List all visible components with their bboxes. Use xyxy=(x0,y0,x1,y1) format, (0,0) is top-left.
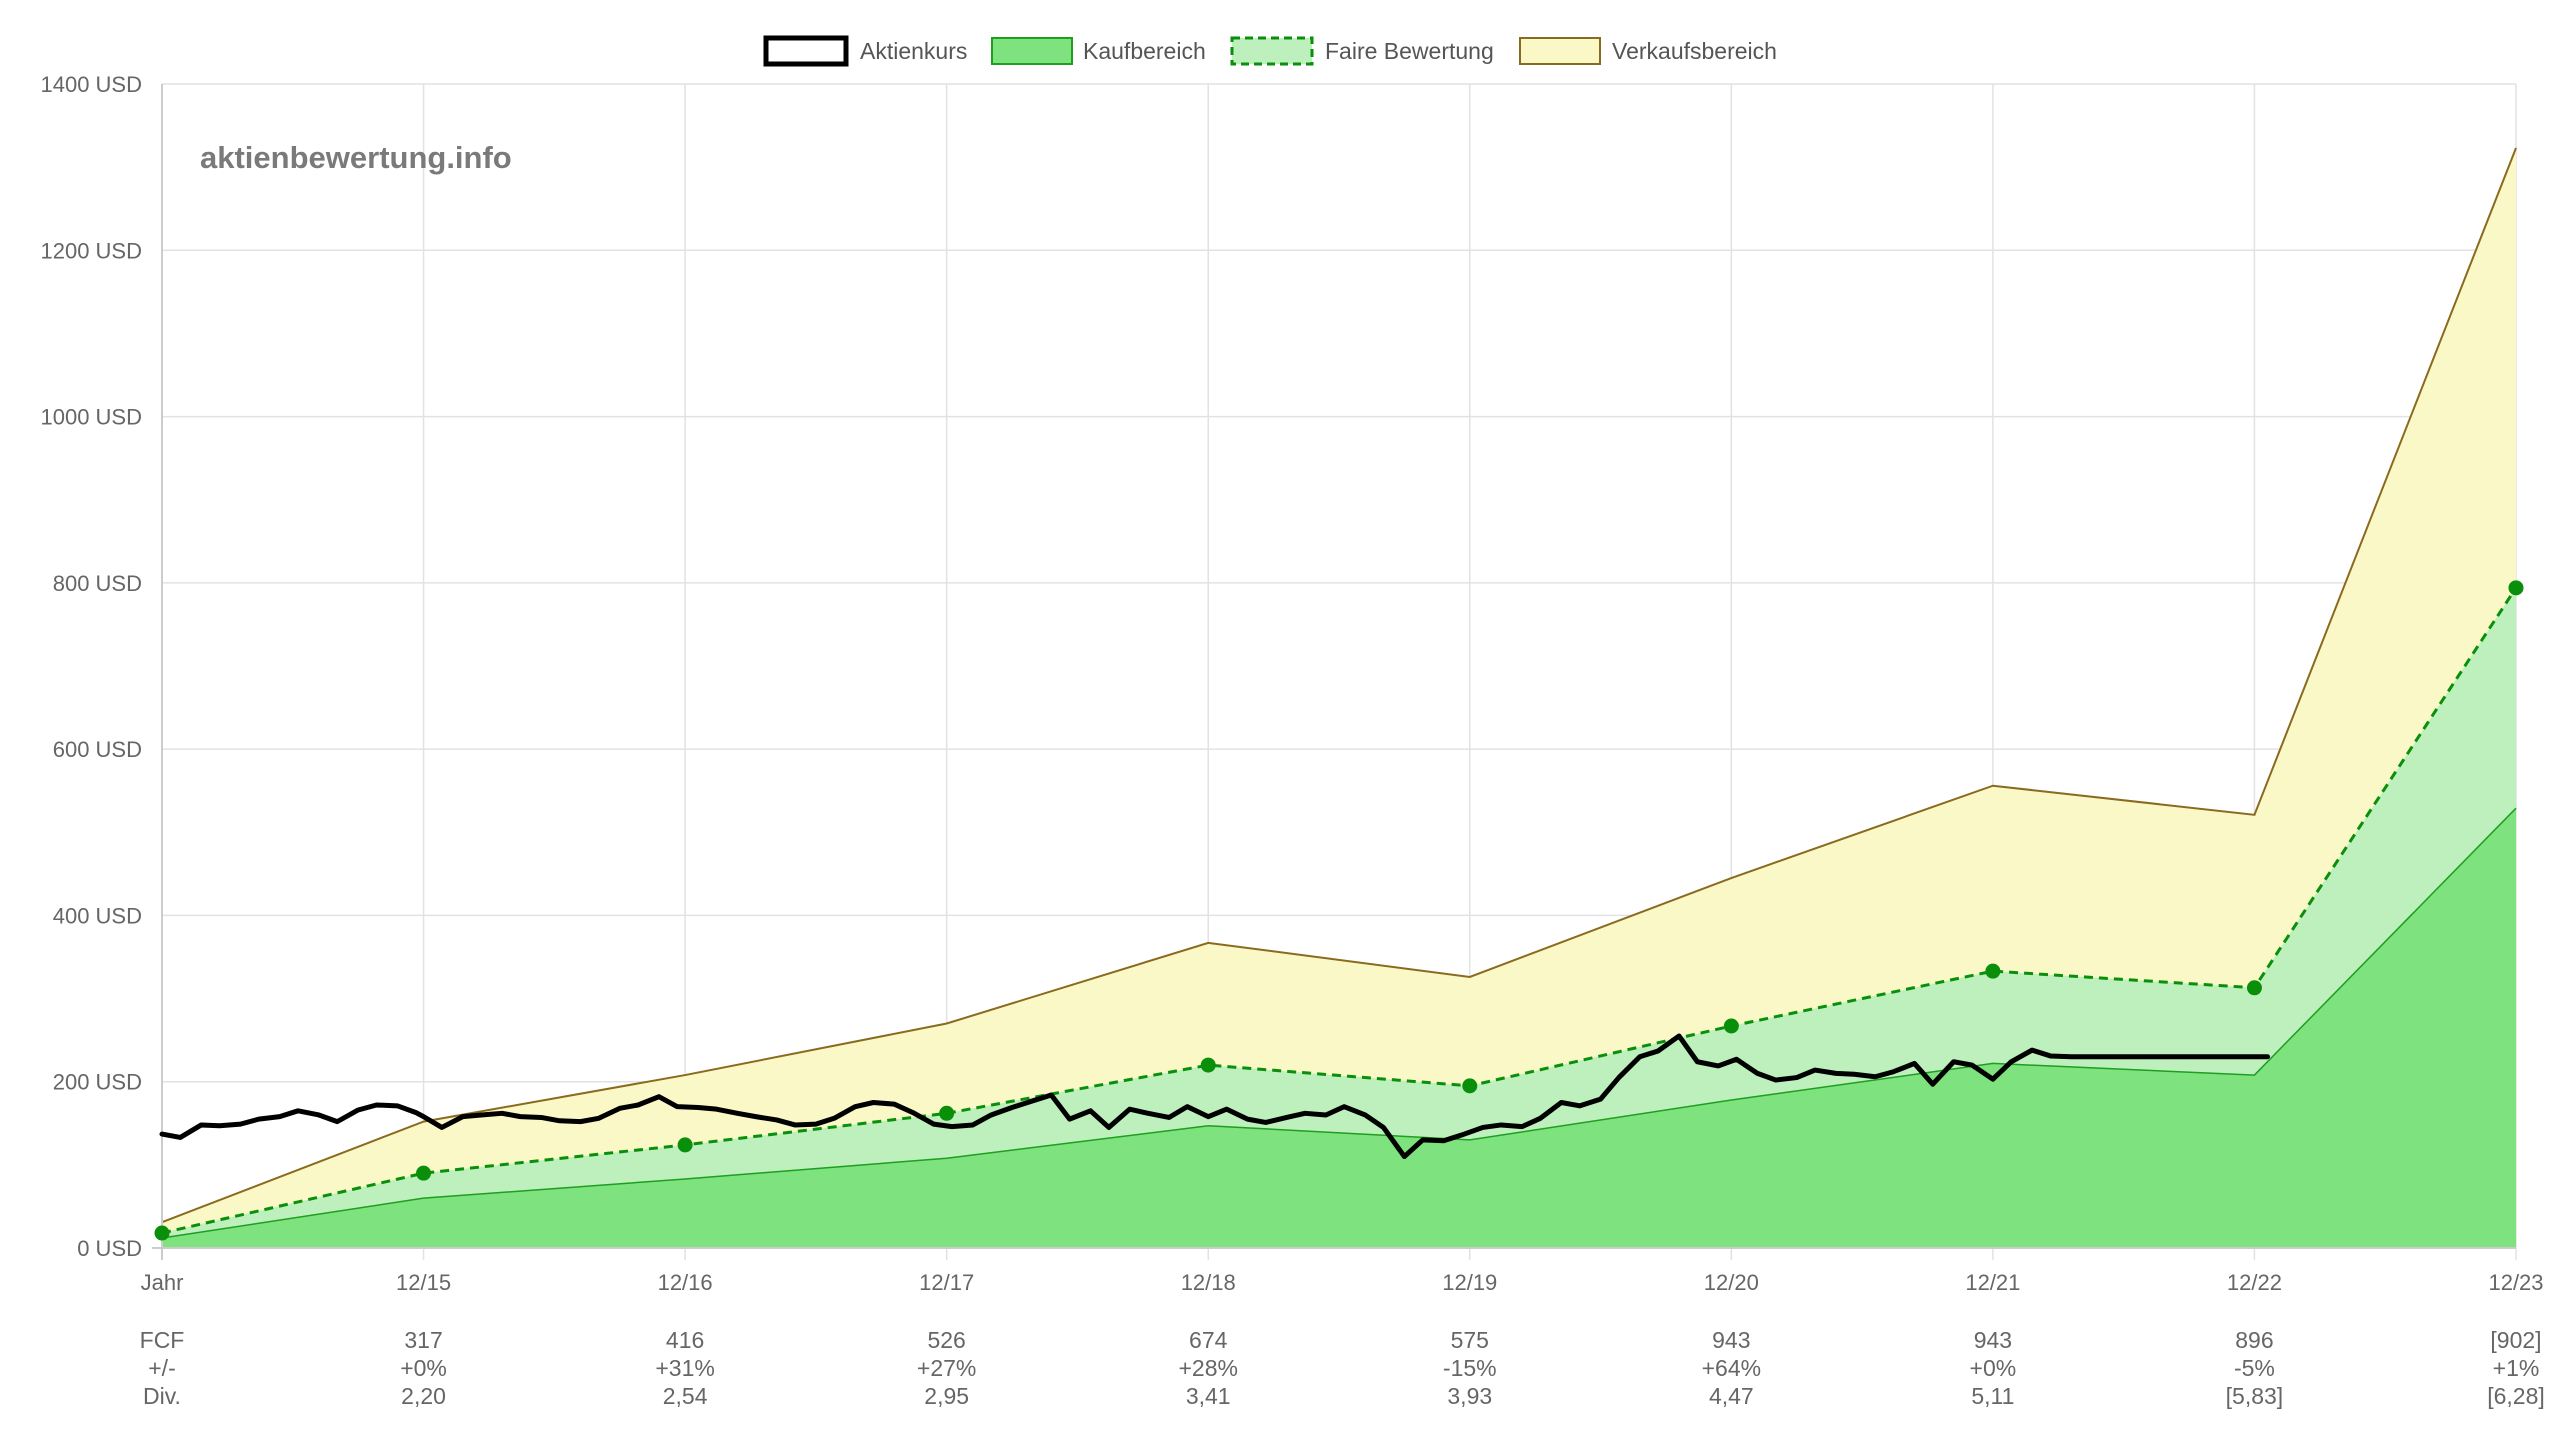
legend-label-price: Aktienkurs xyxy=(860,38,967,64)
table-cell: 943 xyxy=(1974,1327,2012,1353)
fair-value-point xyxy=(1200,1057,1216,1073)
table-cell: +64% xyxy=(1702,1355,1761,1381)
table-cell: 526 xyxy=(927,1327,965,1353)
x-tick-label: 12/17 xyxy=(919,1270,974,1295)
x-tick-label: 12/23 xyxy=(2488,1270,2543,1295)
y-tick-label: 1000 USD xyxy=(40,405,142,430)
table-cell: 317 xyxy=(404,1327,442,1353)
table-cell: 896 xyxy=(2235,1327,2273,1353)
fair-value-point xyxy=(2508,580,2524,596)
x-tick-label: 12/16 xyxy=(658,1270,713,1295)
y-tick-label: 600 USD xyxy=(53,737,142,762)
x-tick-label: 12/20 xyxy=(1704,1270,1759,1295)
fair-value-point xyxy=(154,1225,170,1241)
fair-value-point xyxy=(1723,1018,1739,1034)
table-cell: +1% xyxy=(2493,1355,2540,1381)
buy-area xyxy=(162,808,2516,1248)
table-cell: 943 xyxy=(1712,1327,1750,1353)
fair-line xyxy=(161,587,2518,1235)
table-cell: 2,54 xyxy=(663,1383,708,1409)
table-cell: 416 xyxy=(666,1327,704,1353)
table-cell: 674 xyxy=(1189,1327,1228,1353)
fair-value-point xyxy=(2246,980,2262,996)
table-cell: [902] xyxy=(2490,1327,2541,1353)
legend-swatch-price xyxy=(763,35,849,67)
table-cell: -15% xyxy=(1443,1355,1497,1381)
table-cell: [6,28] xyxy=(2487,1383,2545,1409)
legend-label-sell: Verkaufsbereich xyxy=(1612,38,1777,64)
y-tick-label: 200 USD xyxy=(53,1070,142,1095)
table-cell: 575 xyxy=(1451,1327,1489,1353)
y-tick-label: 800 USD xyxy=(53,571,142,596)
watermark-text: aktienbewertung.info xyxy=(200,140,512,175)
table-cell: +0% xyxy=(1970,1355,2017,1381)
fair-value-point xyxy=(1462,1078,1478,1094)
y-tick-label: 1400 USD xyxy=(40,72,142,97)
y-tick-label: 1200 USD xyxy=(40,238,142,263)
table-cell: +28% xyxy=(1178,1355,1237,1381)
legend-swatch-buy xyxy=(991,37,1073,65)
table-cell: +31% xyxy=(655,1355,714,1381)
legend-swatch-sell xyxy=(1519,37,1601,65)
legend-label-fair: Faire Bewertung xyxy=(1325,38,1494,64)
table-row-label: FCF xyxy=(140,1327,185,1353)
table-cell: 2,20 xyxy=(401,1383,446,1409)
table-cell: 5,11 xyxy=(1971,1383,2014,1409)
fair-value-point xyxy=(677,1137,693,1153)
fair-value-point xyxy=(416,1165,432,1181)
table-cell: 3,93 xyxy=(1447,1383,1492,1409)
legend-swatch-fair xyxy=(1230,36,1314,66)
x-tick-label: Jahr xyxy=(141,1270,184,1295)
buy-line xyxy=(161,807,2517,1239)
x-tick-label: 12/18 xyxy=(1181,1270,1236,1295)
legend-label-buy: Kaufbereich xyxy=(1083,38,1206,64)
sell-area xyxy=(162,148,2516,1248)
table-cell: [5,83] xyxy=(2226,1383,2284,1409)
y-tick-label: 0 USD xyxy=(77,1236,142,1261)
table-cell: +27% xyxy=(917,1355,976,1381)
sell-line xyxy=(161,147,2517,1224)
fair-value-point xyxy=(1985,963,2001,979)
table-row-label: Div. xyxy=(143,1383,181,1409)
table-cell: 3,41 xyxy=(1186,1383,1231,1409)
table-cell: -5% xyxy=(2234,1355,2275,1381)
x-tick-label: 12/15 xyxy=(396,1270,451,1295)
x-tick-label: 12/22 xyxy=(2227,1270,2282,1295)
x-tick-label: 12/21 xyxy=(1965,1270,2020,1295)
y-tick-label: 400 USD xyxy=(53,903,142,928)
x-tick-label: 12/19 xyxy=(1442,1270,1497,1295)
price-line xyxy=(159,1033,2271,1160)
fair-value-point xyxy=(939,1105,955,1121)
table-cell: +0% xyxy=(400,1355,447,1381)
table-row-label: +/- xyxy=(148,1355,175,1381)
table-cell: 4,47 xyxy=(1709,1383,1754,1409)
table-cell: 2,95 xyxy=(924,1383,969,1409)
